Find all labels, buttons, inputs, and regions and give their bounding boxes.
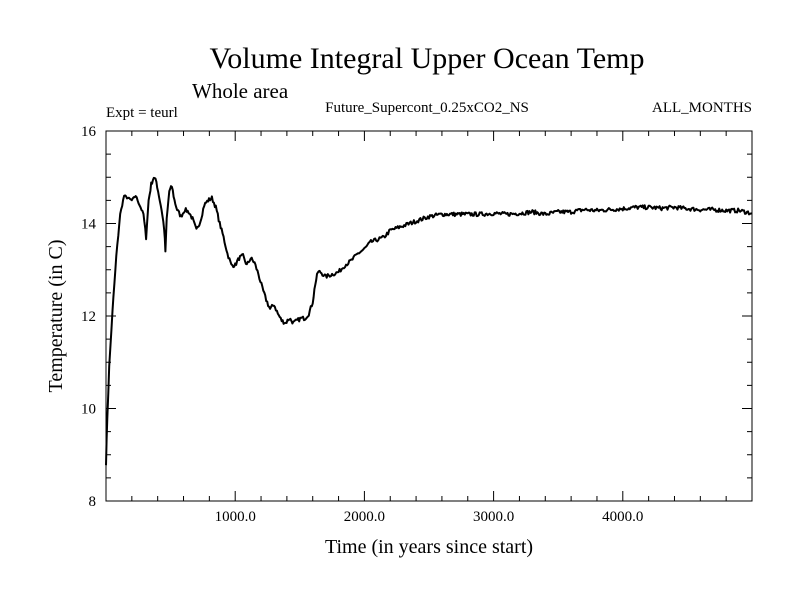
y-tick-label: 14 [81, 217, 97, 233]
x-tick-label: 4000.0 [602, 509, 643, 525]
months-label: ALL_MONTHS [652, 100, 752, 116]
x-tick-label: 1000.0 [215, 509, 256, 525]
expt-label: Expt = teurl [106, 105, 178, 121]
y-tick-label: 16 [81, 124, 97, 140]
x-tick-label: 2000.0 [344, 509, 385, 525]
temperature-series-line [105, 176, 753, 466]
chart-subtitle: Whole area [192, 79, 289, 103]
axis-tick-labels: 1000.0 2000.0 3000.0 4000.0 8 10 12 14 16 [81, 124, 643, 525]
y-tick-label: 10 [81, 402, 96, 418]
run-label: Future_Supercont_0.25xCO2_NS [325, 100, 529, 116]
axis-ticks [106, 131, 752, 501]
y-axis-label: Temperature (in C) [45, 240, 67, 393]
chart-title: Volume Integral Upper Ocean Temp [210, 42, 645, 75]
y-tick-label: 12 [81, 309, 96, 325]
y-tick-label: 8 [89, 494, 97, 510]
x-axis-label: Time (in years since start) [325, 536, 533, 558]
plot-frame [105, 130, 753, 502]
x-tick-label: 3000.0 [473, 509, 514, 525]
